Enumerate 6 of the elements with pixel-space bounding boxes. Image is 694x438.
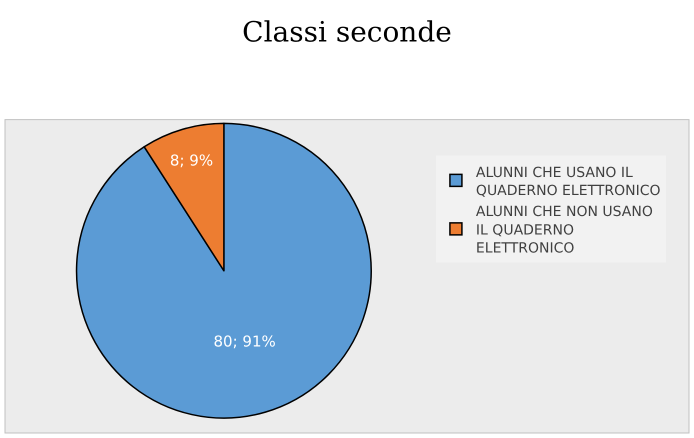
legend-label: ALUNNI CHE USANO IL QUADERNO ELETTRONICO xyxy=(476,164,661,199)
legend-label: ALUNNI CHE NON USANO IL QUADERNO ELETTRONICO xyxy=(476,204,653,257)
data-label: 8; 9% xyxy=(170,151,214,170)
chart-title: Classi seconde xyxy=(242,16,452,48)
pie-slice xyxy=(76,122,372,419)
data-label: 80; 91% xyxy=(214,332,276,350)
